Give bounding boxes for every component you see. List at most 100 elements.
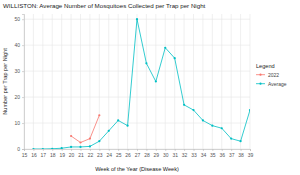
legend-key [259,74,261,76]
legend-key [256,83,265,84]
grid-line [165,14,166,149]
series-point [192,109,194,111]
axis-line [22,15,25,150]
tick-label: 29 [154,152,160,158]
tick: 36 [219,149,225,158]
grid-line [127,14,128,149]
series-point [145,62,147,64]
tick-label: 18 [50,152,56,158]
grid-line [184,14,185,149]
grid [24,14,250,149]
series-point [70,146,72,148]
tick-label: 30 [14,68,20,74]
series-point [174,57,176,59]
series-point [155,80,157,82]
grid-line [202,14,203,149]
series-point [98,140,100,142]
tick: 32 [182,149,188,158]
series-point [70,135,72,137]
series-point [79,141,81,143]
tick: 18 [50,149,56,158]
legend-title: Legend [256,63,275,69]
x-axis: 1516171819202122232425262728293031323334… [22,149,254,158]
tick: 19 [59,149,65,158]
tick-mark [22,19,24,20]
tick: 23 [97,149,103,158]
series-point [32,148,34,149]
tick: 31 [172,149,178,158]
series-point [221,127,223,129]
grid-line [212,14,213,149]
series-point [239,140,241,142]
title: WILLISTON: Average Number of Mosquitoes … [3,2,206,9]
series-point [89,138,91,140]
tick-label: 34 [201,152,207,158]
grid-line [89,14,90,149]
legend-key [259,83,261,85]
y-axis: 0 10 20 30 40 50 [14,15,24,153]
y-axis-title: Number per Trap per Night [2,48,8,115]
tick-label: 10 [14,120,20,126]
tick: 29 [154,149,160,158]
tick-label: 20 [14,94,20,100]
tick: 33 [191,149,197,158]
grid-line [250,14,251,149]
tick-label: 21 [78,152,84,158]
grid-line [61,14,62,149]
tick-label: 30 [163,152,169,158]
tick: 40 [14,42,24,48]
tick-label: 35 [210,152,216,158]
grid-line [108,14,109,149]
tick-label: 40 [14,42,20,48]
tick-mark [22,97,24,98]
grid-line [137,14,138,149]
legend-label: Average [268,81,287,87]
series-point [230,138,232,140]
tick: 22 [88,149,94,158]
grid-line [155,14,156,149]
grid-line [174,14,175,149]
tick-label: 27 [135,152,141,158]
tick-mark [22,149,24,150]
series-point [98,114,100,116]
plot: 1516171819202122232425262728293031323334… [14,14,253,158]
tick: 20 [14,94,24,100]
series-point [89,145,91,147]
tick: 20 [69,149,75,158]
grid-line [240,14,241,149]
tick-label: 16 [31,152,37,158]
series-point [164,47,166,49]
grid-line [24,19,250,20]
chart: 1516171819202122232425262728293031323334… [0,0,300,175]
tick: 0 [17,146,24,152]
series-line [33,19,250,149]
tick: 24 [106,149,112,158]
tick-label: 15 [22,152,28,158]
tick-label: 22 [88,152,94,158]
grid-line [99,14,100,149]
tick-label: 33 [191,152,197,158]
tick: 35 [210,149,216,158]
tick-label: 17 [41,152,47,158]
tick-label: 20 [69,152,75,158]
tick-label: 23 [97,152,103,158]
grid-line [193,14,194,149]
tick: 15 [22,149,28,158]
tick: 27 [135,149,141,158]
marks [32,18,250,149]
tick-label: 31 [172,152,178,158]
tick: 28 [144,149,150,158]
tick-label: 32 [182,152,188,158]
legend-key [256,74,265,75]
tick-label: 28 [144,152,150,158]
tick: 21 [78,149,84,158]
tick-label: 25 [116,152,122,158]
grid-line [42,14,43,149]
tick-label: 50 [14,16,20,22]
tick-label: 0 [17,146,20,152]
tick: 38 [238,149,244,158]
legend: Legend2022Average [256,63,287,87]
series-point [51,148,53,149]
series-point [79,146,81,148]
tick: 39 [248,149,254,158]
